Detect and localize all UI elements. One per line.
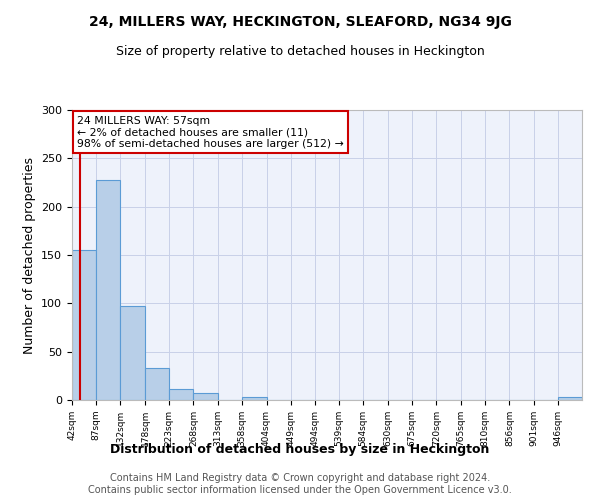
Bar (193, 393, 218, 400)
Text: Contains HM Land Registry data © Crown copyright and database right 2024.
Contai: Contains HM Land Registry data © Crown c… (88, 474, 512, 495)
Bar (169, 390, 193, 400)
Bar (72, 250, 96, 400)
Bar (96, 180, 121, 400)
Y-axis label: Number of detached properties: Number of detached properties (23, 156, 35, 354)
Bar (558, 397, 582, 400)
Bar (145, 368, 169, 400)
Text: Size of property relative to detached houses in Heckington: Size of property relative to detached ho… (116, 45, 484, 58)
Text: 24 MILLERS WAY: 57sqm
← 2% of detached houses are smaller (11)
98% of semi-detac: 24 MILLERS WAY: 57sqm ← 2% of detached h… (77, 116, 344, 149)
Text: 24, MILLERS WAY, HECKINGTON, SLEAFORD, NG34 9JG: 24, MILLERS WAY, HECKINGTON, SLEAFORD, N… (89, 15, 511, 29)
Bar (121, 306, 145, 400)
Text: Distribution of detached houses by size in Heckington: Distribution of detached houses by size … (110, 442, 490, 456)
Bar (242, 397, 266, 400)
